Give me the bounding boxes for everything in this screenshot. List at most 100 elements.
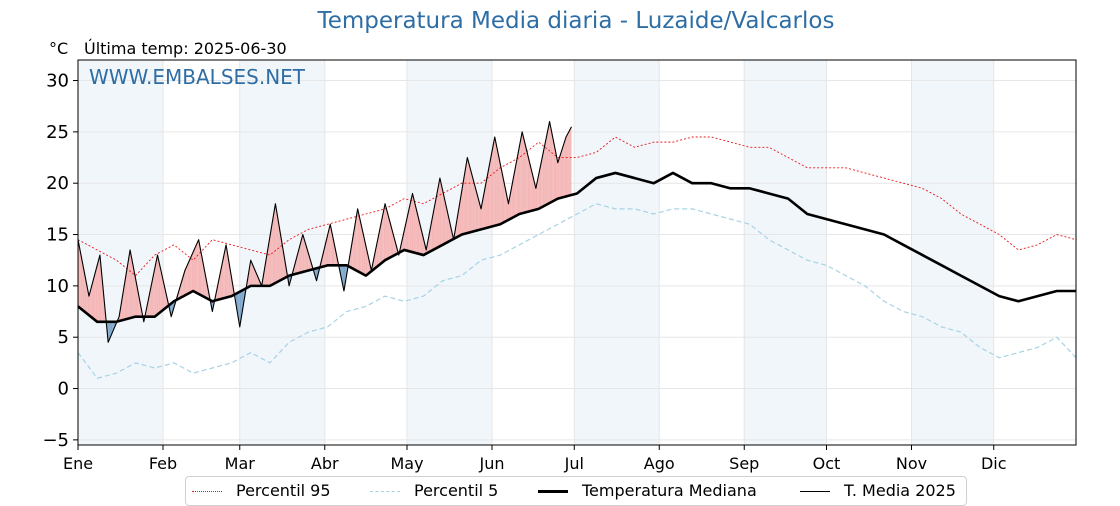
- anomaly-fill-warm: [476, 193, 479, 231]
- anomaly-fill-warm: [489, 158, 491, 228]
- anomaly-fill-warm: [409, 199, 412, 252]
- anomaly-fill-warm: [187, 261, 190, 294]
- legend-label-p95: Percentil 95: [236, 481, 331, 500]
- anomaly-fill-warm: [257, 276, 259, 286]
- anomaly-fill-warm: [524, 143, 527, 213]
- anomaly-fill-warm: [553, 142, 556, 201]
- anomaly-fill-warm: [518, 146, 520, 215]
- anomaly-fill-warm: [83, 267, 85, 312]
- legend: Percentil 95 Percentil 5 Temperatura Med…: [185, 476, 967, 506]
- anomaly-fill-warm: [294, 260, 296, 275]
- anomaly-fill-warm: [298, 244, 301, 274]
- anomaly-fill-warm: [413, 199, 416, 253]
- anomaly-fill-warm: [160, 267, 162, 313]
- anomaly-fill-warm: [456, 215, 458, 238]
- anomaly-fill-warm: [191, 251, 194, 292]
- anomaly-fill-warm: [269, 228, 272, 286]
- anomaly-fill-warm: [279, 228, 281, 281]
- anomaly-fill-warm: [412, 193, 414, 253]
- legend-swatch-p95: [192, 491, 222, 492]
- x-tick-label: Ene: [63, 454, 93, 473]
- y-tick-label: 5: [58, 327, 69, 348]
- anomaly-fill-warm: [300, 239, 302, 273]
- anomaly-fill-warm: [364, 239, 366, 276]
- anomaly-fill-warm: [182, 275, 184, 297]
- anomaly-fill-warm: [221, 258, 224, 299]
- anomaly-fill-warm: [478, 198, 480, 231]
- anomaly-fill-warm: [531, 171, 534, 211]
- anomaly-fill-warm: [538, 168, 540, 209]
- anomaly-fill-warm: [195, 242, 198, 294]
- anomaly-fill-warm: [125, 266, 128, 320]
- anomaly-fill-warm: [93, 275, 95, 320]
- legend-item-p5: Percentil 5: [370, 481, 498, 500]
- anomaly-fill-warm: [515, 160, 517, 217]
- anomaly-fill-warm: [202, 261, 205, 297]
- anomaly-fill-warm: [268, 236, 270, 286]
- x-tick-label: Abr: [311, 454, 339, 473]
- anomaly-fill-warm: [433, 206, 435, 250]
- anomaly-fill-warm: [386, 208, 388, 260]
- anomaly-fill-warm: [561, 145, 564, 198]
- anomaly-fill-warm: [441, 184, 443, 246]
- anomaly-fill-warm: [374, 250, 376, 269]
- anomaly-fill-warm: [79, 246, 81, 309]
- x-tick-label: Nov: [896, 454, 927, 473]
- anomaly-fill-warm: [128, 249, 131, 319]
- series-layer: [77, 121, 1077, 379]
- anomaly-fill-warm: [363, 233, 365, 275]
- anomaly-fill-warm: [438, 178, 440, 247]
- anomaly-fill-warm: [158, 261, 161, 314]
- anomaly-fill-warm: [419, 221, 421, 255]
- anomaly-fill-warm: [566, 134, 568, 197]
- anomaly-fill-warm: [88, 291, 91, 317]
- anomaly-fill-warm: [220, 264, 222, 300]
- anomaly-fill-warm: [301, 234, 303, 273]
- anomaly-fill-warm: [568, 129, 571, 196]
- anomaly-fill-warm: [304, 239, 306, 272]
- series-line-median: [77, 171, 1076, 324]
- anomaly-fill-warm: [365, 245, 368, 276]
- anomaly-fill-warm: [390, 224, 392, 258]
- chart-title: Temperatura Media diaria - Luzaide/Valca…: [317, 8, 835, 34]
- anomaly-fill-warm: [130, 249, 132, 319]
- anomaly-fill-warm: [559, 154, 561, 199]
- anomaly-fill-warm: [354, 217, 357, 271]
- anomaly-fill-warm: [475, 188, 477, 231]
- watermark-text: WWW.EMBALSES.NET: [89, 65, 306, 89]
- anomaly-fill-warm: [328, 224, 331, 266]
- anomaly-fill-warm: [479, 203, 482, 230]
- anomaly-fill-warm: [537, 174, 539, 210]
- plot-frame: [77, 59, 1077, 446]
- anomaly-fill-warm: [411, 193, 413, 253]
- anomaly-fill-cold: [315, 268, 317, 281]
- anomaly-fill-warm: [94, 270, 96, 321]
- anomaly-fill-warm: [161, 273, 163, 312]
- anomaly-fill-warm: [541, 154, 543, 208]
- series-line-2025: [77, 121, 573, 343]
- anomaly-fill-warm: [560, 149, 562, 198]
- anomaly-fill-warm: [482, 194, 484, 230]
- y-axis: −5 0 5 10 15 20 25 30: [42, 71, 78, 451]
- anomaly-fill-warm: [444, 196, 446, 245]
- anomaly-fill-warm: [556, 155, 558, 200]
- x-tick-label: Ago: [644, 454, 675, 473]
- anomaly-fill-warm: [385, 203, 387, 261]
- anomaly-fill-warm: [511, 182, 513, 219]
- anomaly-fill-warm: [278, 220, 280, 282]
- anomaly-fill-warm: [306, 248, 309, 271]
- anomaly-fill-cold: [108, 321, 110, 343]
- y-tick-label: 20: [46, 173, 69, 194]
- anomaly-fill-warm: [548, 121, 550, 204]
- chart-plot: WWW.EMBALSES.NET −5 0 5 10 15 20 25 30 Ene Feb Ma…: [42, 59, 1077, 473]
- anomaly-fill-warm: [470, 167, 472, 233]
- anomaly-fill-warm: [519, 139, 521, 214]
- anomaly-fill-warm: [530, 165, 532, 212]
- anomaly-fill-warm: [97, 260, 99, 322]
- anomaly-fill-warm: [157, 255, 159, 315]
- series-line-p5: [77, 203, 1077, 379]
- anomaly-fill-warm: [280, 236, 283, 280]
- legend-label-2025: T. Media 2025: [844, 481, 956, 500]
- anomaly-fill-warm: [437, 185, 439, 248]
- anomaly-fill-warm: [407, 211, 409, 252]
